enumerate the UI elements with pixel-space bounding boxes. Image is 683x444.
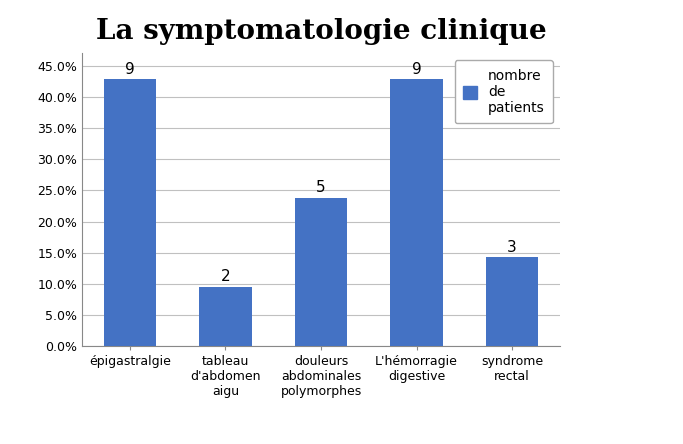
Bar	[199, 287, 252, 346]
Legend: nombre
de
patients: nombre de patients	[455, 60, 553, 123]
Text: 3: 3	[507, 240, 517, 255]
Bar	[390, 79, 443, 346]
Text: 2: 2	[221, 270, 230, 285]
Text: 9: 9	[412, 62, 421, 77]
Text: 9: 9	[125, 62, 135, 77]
Bar	[295, 198, 347, 346]
Title: La symptomatologie clinique: La symptomatologie clinique	[96, 18, 546, 45]
Bar	[486, 257, 538, 346]
Text: 5: 5	[316, 180, 326, 195]
Bar	[104, 79, 156, 346]
